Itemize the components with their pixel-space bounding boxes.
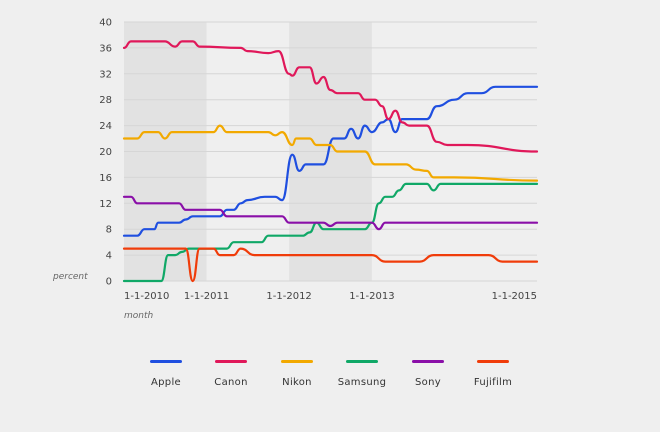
x-tick-label: 1-1-2012 <box>266 291 311 302</box>
series-line-fujifilm <box>122 247 539 283</box>
gridlines <box>124 21 537 282</box>
series-line-sony <box>122 195 539 231</box>
y-tick-labels: 0 4 8 12 16 20 24 28 32 36 40 <box>99 18 112 288</box>
x-tick-labels: 1-1-2010 1-1-2011 1-1-2012 1-1-2013 1-1-2015 <box>124 291 537 302</box>
y-tick-label: 32 <box>99 69 112 80</box>
legend-item-sony: Sony <box>388 360 468 388</box>
legend-label: Fujifilm <box>473 377 513 388</box>
legend-swatch <box>477 360 509 363</box>
series-line-apple <box>122 85 539 237</box>
series-line-canon <box>122 40 539 153</box>
legend-label: Sony <box>415 377 441 388</box>
y-tick-label: 24 <box>99 121 112 132</box>
y-tick-label: 4 <box>106 251 112 262</box>
legend-swatch <box>150 360 182 363</box>
series-line-nikon <box>122 124 539 182</box>
legend-label: Canon <box>214 377 248 388</box>
y-tick-label: 20 <box>99 147 112 158</box>
y-tick-label: 0 <box>106 277 112 288</box>
legend: Apple Canon Nikon Samsung Sony Fujifilm <box>0 360 660 400</box>
legend-label: Samsung <box>337 377 387 388</box>
y-tick-label: 16 <box>99 173 112 184</box>
legend-label: Nikon <box>282 377 312 388</box>
y-tick-label: 36 <box>99 43 112 54</box>
y-tick-label: 12 <box>99 199 112 210</box>
legend-swatch <box>215 360 247 363</box>
x-axis-label: month <box>124 311 154 321</box>
x-tick-label: 1-1-2010 <box>124 291 169 302</box>
legend-swatch <box>281 360 313 363</box>
legend-item-nikon: Nikon <box>257 360 337 388</box>
series-lines <box>122 40 539 283</box>
x-tick-label: 1-1-2013 <box>349 291 394 302</box>
y-tick-label: 28 <box>99 95 112 106</box>
legend-item-apple: Apple <box>126 360 206 388</box>
y-tick-label: 40 <box>99 18 112 29</box>
series-line-samsung <box>122 182 539 283</box>
legend-item-samsung: Samsung <box>322 360 402 388</box>
y-axis-label: percent <box>52 272 88 282</box>
legend-item-fujifilm: Fujifilm <box>453 360 533 388</box>
legend-label: Apple <box>151 377 181 388</box>
x-tick-label: 1-1-2015 <box>492 291 537 302</box>
legend-item-canon: Canon <box>191 360 271 388</box>
legend-swatch <box>346 360 378 363</box>
legend-swatch <box>412 360 444 363</box>
y-tick-label: 8 <box>106 225 112 236</box>
x-tick-label: 1-1-2011 <box>184 291 229 302</box>
